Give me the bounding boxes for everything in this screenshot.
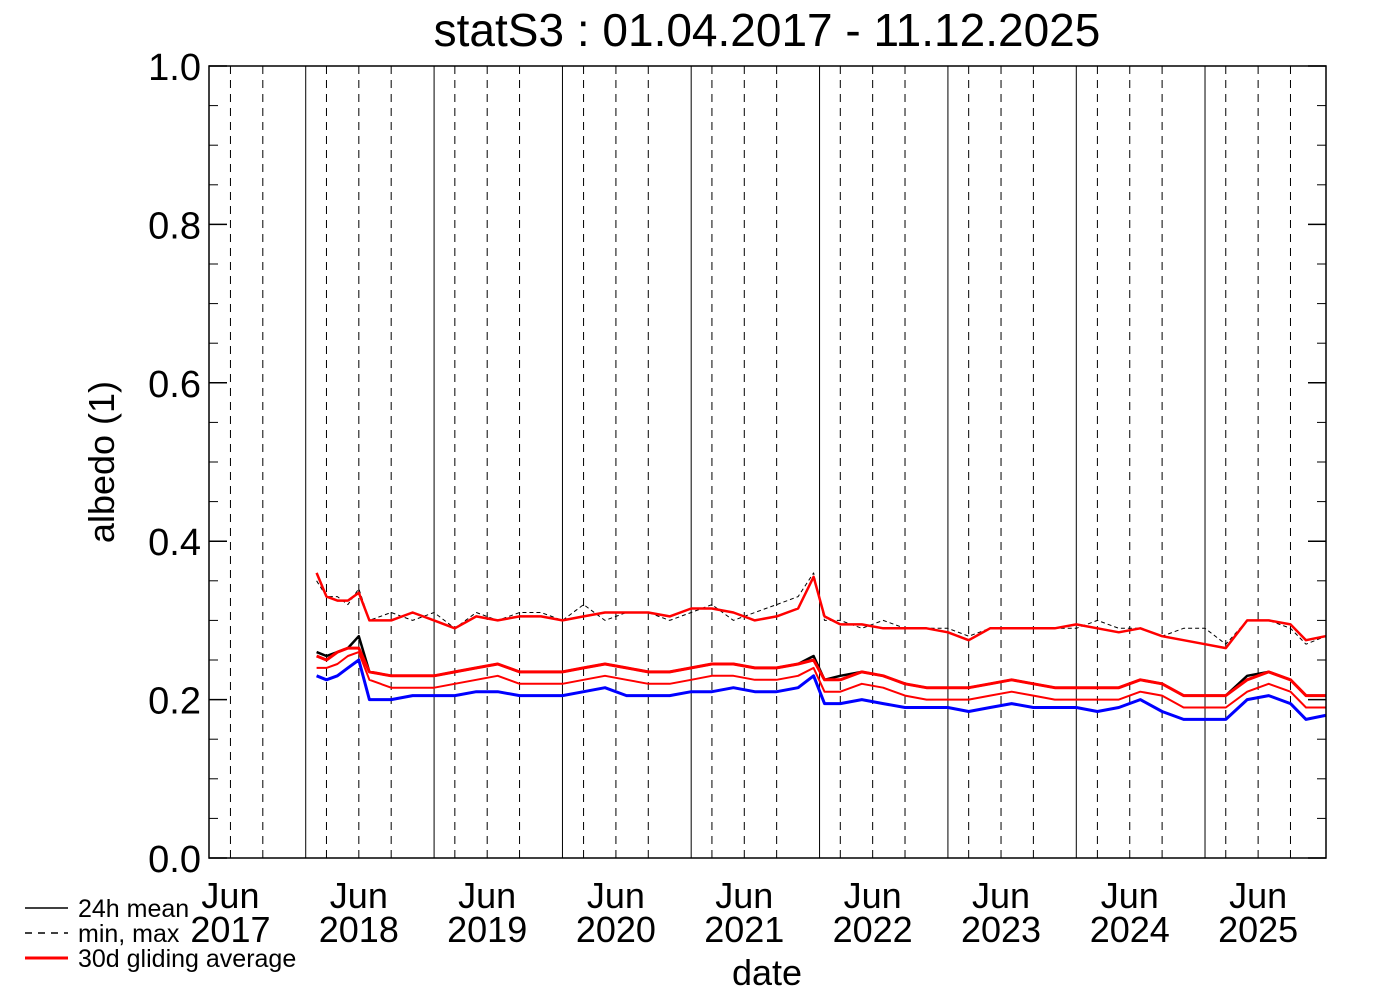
series-gliding-mean	[316, 646, 1326, 698]
y-tick-label: 1.0	[148, 47, 201, 89]
x-tick-year: 2020	[576, 909, 656, 950]
x-tick-month: Jun	[844, 875, 902, 916]
series-gliding-min	[316, 651, 1326, 709]
x-tick-year: 2018	[319, 909, 399, 950]
x-tick-year: 2022	[833, 909, 913, 950]
y-axis: 0.0 0.2 0.4 0.6 0.8 1.0	[148, 47, 1326, 881]
y-tick-label: 0.6	[148, 364, 201, 406]
y-tick-label: 0.0	[148, 839, 201, 881]
series-mean	[316, 634, 1326, 697]
x-tick-year: 2019	[447, 909, 527, 950]
legend-label-mean: 24h mean	[78, 895, 189, 923]
vertical-grid	[229, 66, 1291, 858]
x-tick-month: Jun	[201, 875, 259, 916]
x-tick-month: Jun	[587, 875, 645, 916]
legend-item-gliding: 30d gliding average	[25, 945, 296, 973]
x-tick-month: Jun	[330, 875, 388, 916]
legend-item-minmax: min, max	[25, 920, 180, 948]
chart-title: statS3 : 01.04.2017 - 11.12.2025	[434, 4, 1101, 56]
x-axis-label: date	[732, 952, 802, 992]
y-tick-label: 0.8	[148, 205, 201, 247]
y-tick-label: 0.4	[148, 522, 201, 564]
x-axis: Jun2017Jun2018Jun2019Jun2020Jun2021Jun20…	[190, 875, 1298, 950]
series-layer	[315, 572, 1326, 721]
x-tick-year: 2017	[190, 909, 270, 950]
x-tick-month: Jun	[1229, 875, 1287, 916]
legend-label-gliding: 30d gliding average	[78, 945, 296, 973]
x-tick-year: 2023	[961, 909, 1041, 950]
legend-label-minmax: min, max	[78, 920, 180, 948]
x-tick-month: Jun	[458, 875, 516, 916]
y-tick-label: 0.2	[148, 681, 201, 723]
x-tick-month: Jun	[1101, 875, 1159, 916]
legend: 24h mean min, max 30d gliding average	[25, 895, 296, 973]
series-gliding-max	[315, 572, 1326, 650]
x-tick-month: Jun	[972, 875, 1030, 916]
x-tick-month: Jun	[715, 875, 773, 916]
x-tick-year: 2025	[1218, 909, 1298, 950]
y-axis-label: albedo (1)	[81, 381, 122, 543]
legend-item-mean: 24h mean	[25, 895, 189, 923]
series-min	[316, 658, 1326, 721]
x-tick-year: 2021	[704, 909, 784, 950]
x-tick-year: 2024	[1090, 909, 1170, 950]
plot-frame	[208, 65, 1327, 859]
